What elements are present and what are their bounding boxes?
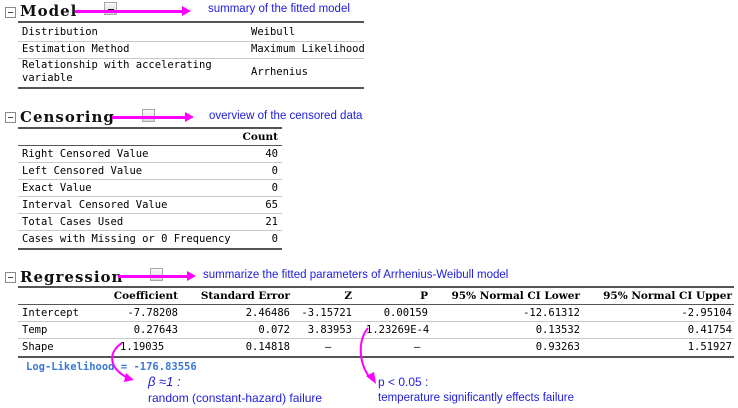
divider <box>18 213 282 214</box>
ci-lower: 0.13532 <box>535 324 580 336</box>
model-row-value: Weibull <box>251 26 296 38</box>
arrow-icon <box>75 6 191 16</box>
divider <box>18 286 734 288</box>
model-row-label: Relationship with accelerating <box>22 59 212 71</box>
section-title-regression: Regression <box>20 268 124 286</box>
divider <box>18 87 364 89</box>
col-header-p: P <box>420 290 428 302</box>
divider <box>18 321 734 322</box>
curved-arrow-icon <box>359 327 376 384</box>
censoring-row-label: Cases with Missing or 0 Frequency <box>22 233 231 245</box>
divider <box>18 162 282 163</box>
row-label: Intercept <box>22 307 79 319</box>
divider <box>18 41 364 42</box>
censoring-row-value: 0 <box>271 165 278 177</box>
censoring-row-label: Exact Value <box>22 182 92 194</box>
censoring-row-label: Interval Censored Value <box>22 199 168 211</box>
ci-upper: 0.41754 <box>687 324 732 336</box>
standard-error: 2.46486 <box>245 307 290 319</box>
standard-error: 0.14818 <box>245 341 290 353</box>
standard-error: 0.072 <box>258 324 290 336</box>
ci-lower: -12.61312 <box>523 307 580 319</box>
col-header-standard-error: Standard Error <box>200 290 290 302</box>
divider <box>18 58 364 59</box>
z-value: — <box>325 341 332 353</box>
col-header-coefficient: Coefficient <box>113 290 178 302</box>
model-row-value: Maximum Likelihood <box>251 43 365 55</box>
arrow-icon <box>112 112 194 122</box>
censoring-row-value: 0 <box>271 182 278 194</box>
z-value: -3.15721 <box>301 307 352 319</box>
censoring-row-value: 65 <box>265 199 278 211</box>
col-header-ci-lower: 95% Normal CI Lower <box>451 290 581 302</box>
section-title-censoring: Censoring <box>20 108 115 126</box>
censoring-row-value: 21 <box>265 216 278 228</box>
section-title-model: Model <box>20 2 78 20</box>
censoring-row-value: 0 <box>271 233 278 245</box>
model-options-button[interactable] <box>104 2 117 15</box>
p-value: — <box>414 341 421 353</box>
arrow-icon <box>118 271 196 281</box>
censoring-row-label: Left Censored Value <box>22 165 143 177</box>
divider <box>18 21 364 23</box>
p-note-line1: p < 0.05 : <box>378 375 429 389</box>
z-value: 3.83953 <box>307 324 352 336</box>
p-note-line2: temperature significantly effects failur… <box>378 392 575 404</box>
col-header-ci-upper: 95% Normal CI Upper <box>603 290 732 302</box>
curved-arrow-icon <box>111 342 134 382</box>
divider <box>18 338 734 339</box>
divider <box>18 356 734 358</box>
ci-lower: 0.93263 <box>535 341 580 353</box>
coefficient: -7.78208 <box>127 307 178 319</box>
collapse-censoring-toggle[interactable] <box>5 112 16 123</box>
model-row-label: Distribution <box>22 26 98 38</box>
censoring-row-label: Total Cases Used <box>22 216 124 228</box>
divider <box>18 230 282 231</box>
model-row-label: Estimation Method <box>22 43 130 55</box>
collapse-regression-toggle[interactable] <box>5 272 16 283</box>
ci-upper: -2.95104 <box>681 307 732 319</box>
coefficient: 1.19035 <box>120 341 165 353</box>
row-label: Shape <box>22 341 54 353</box>
divider <box>18 248 282 250</box>
censoring-row-value: 40 <box>265 148 278 160</box>
beta-note-line2: random (constant-hazard) failure <box>148 391 323 405</box>
p-value: 0.00159 <box>383 307 428 319</box>
divider <box>18 127 282 129</box>
divider <box>18 196 282 197</box>
collapse-model-toggle[interactable] <box>5 7 16 18</box>
log-likelihood: Log-Likelihood = -176.83556 <box>26 361 197 373</box>
model-annotation: summary of the fitted model <box>208 3 350 15</box>
model-row-label: variable <box>22 72 73 84</box>
ci-upper: 1.51927 <box>687 341 732 353</box>
count-header: Count <box>242 131 278 143</box>
row-label: Temp <box>22 324 48 336</box>
col-header-z: Z <box>344 290 352 302</box>
divider <box>18 145 282 146</box>
coefficient: 0.27643 <box>133 324 178 336</box>
p-value: 1.23269E-4 <box>366 324 430 336</box>
censoring-row-label: Right Censored Value <box>22 148 149 160</box>
model-row-value: Arrhenius <box>251 66 308 78</box>
censoring-annotation: overview of the censored data <box>209 110 363 122</box>
divider <box>18 304 734 305</box>
regression-annotation: summarize the fitted parameters of Arrhe… <box>203 269 509 281</box>
beta-note-line1: β ≈1 : <box>148 374 181 389</box>
divider <box>18 179 282 180</box>
